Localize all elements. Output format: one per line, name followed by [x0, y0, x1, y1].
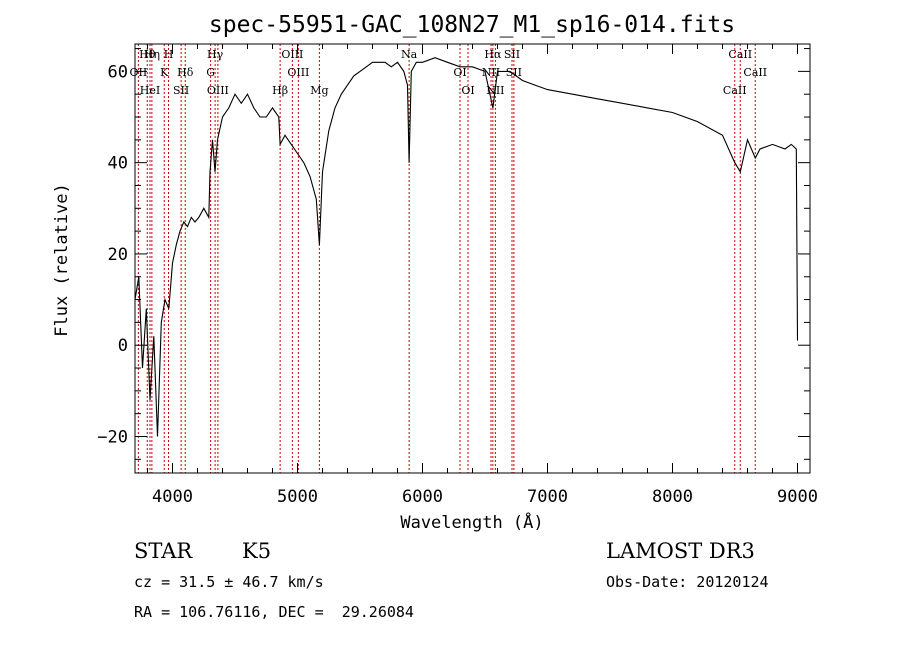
x-tick-label: 8000 [652, 487, 693, 507]
marker-label: SII [173, 84, 189, 97]
marker-label: HeI [140, 84, 160, 97]
x-tick-label: 4000 [152, 487, 193, 507]
marker-label: H [164, 48, 174, 61]
marker-label: CaII [728, 48, 752, 61]
ra-dec-coordinates: RA = 106.76116, DEC = 29.26084 [134, 603, 414, 621]
spectrum-chart: spec-55951-GAC_108N27_M1_sp16-014.fits H… [52, 12, 818, 533]
marker-label: SII [504, 48, 520, 61]
marker-label: K [160, 66, 169, 79]
chart-title: spec-55951-GAC_108N27_M1_sp16-014.fits [209, 12, 735, 38]
emission-line-markers [137, 44, 756, 473]
marker-label: SII [506, 66, 522, 79]
x-axis-ticks: 4000 5000 6000 7000 8000 9000 [147, 44, 818, 507]
x-tick-label: 5000 [277, 487, 318, 507]
marker-label: Hθ [139, 48, 156, 61]
redshift-cz: cz = 31.5 ± 46.7 km/s [134, 573, 324, 591]
y-axis-ticks: −20 0 20 40 60 [97, 48, 810, 460]
x-tick-label: 7000 [527, 487, 568, 507]
marker-label: CaII [723, 84, 747, 97]
marker-label: OIII [207, 84, 229, 97]
y-tick-label: 20 [108, 245, 128, 265]
marker-label: Hβ [272, 84, 288, 97]
observation-date: Obs-Date: 20120124 [606, 573, 769, 591]
marker-label: Hδ [177, 66, 194, 79]
marker-label: Mg [310, 84, 328, 97]
marker-label: Na [401, 48, 418, 61]
y-tick-label: 0 [118, 336, 128, 356]
x-tick-label: 9000 [777, 487, 818, 507]
survey-name: LAMOST DR3 [606, 539, 755, 563]
marker-label: OII [130, 66, 148, 79]
emission-line-labels: HθOIIHeIHηKSIIHHδOIIIHγGHβOIIIOIIIMgNaOI… [130, 48, 768, 97]
plot-frame [134, 43, 811, 474]
object-class: STAR [134, 539, 193, 563]
marker-label: G [206, 66, 215, 79]
marker-label: OIII [281, 48, 303, 61]
y-tick-label: 40 [108, 154, 128, 174]
marker-label: Hγ [207, 48, 224, 61]
y-tick-label: −20 [97, 427, 128, 447]
y-axis-label: Flux (relative) [52, 183, 72, 337]
object-subclass: K5 [242, 539, 272, 563]
marker-label: OI [461, 84, 474, 97]
spectrum-line [134, 57, 799, 437]
marker-label: Hη [144, 48, 160, 61]
marker-label: OIII [287, 66, 309, 79]
marker-label: Hα [484, 48, 502, 61]
y-tick-label: 60 [108, 62, 128, 82]
marker-label: OI [453, 66, 466, 79]
marker-label: CaII [743, 66, 767, 79]
x-tick-label: 6000 [402, 487, 443, 507]
x-axis-label: Wavelength (Å) [400, 511, 543, 533]
